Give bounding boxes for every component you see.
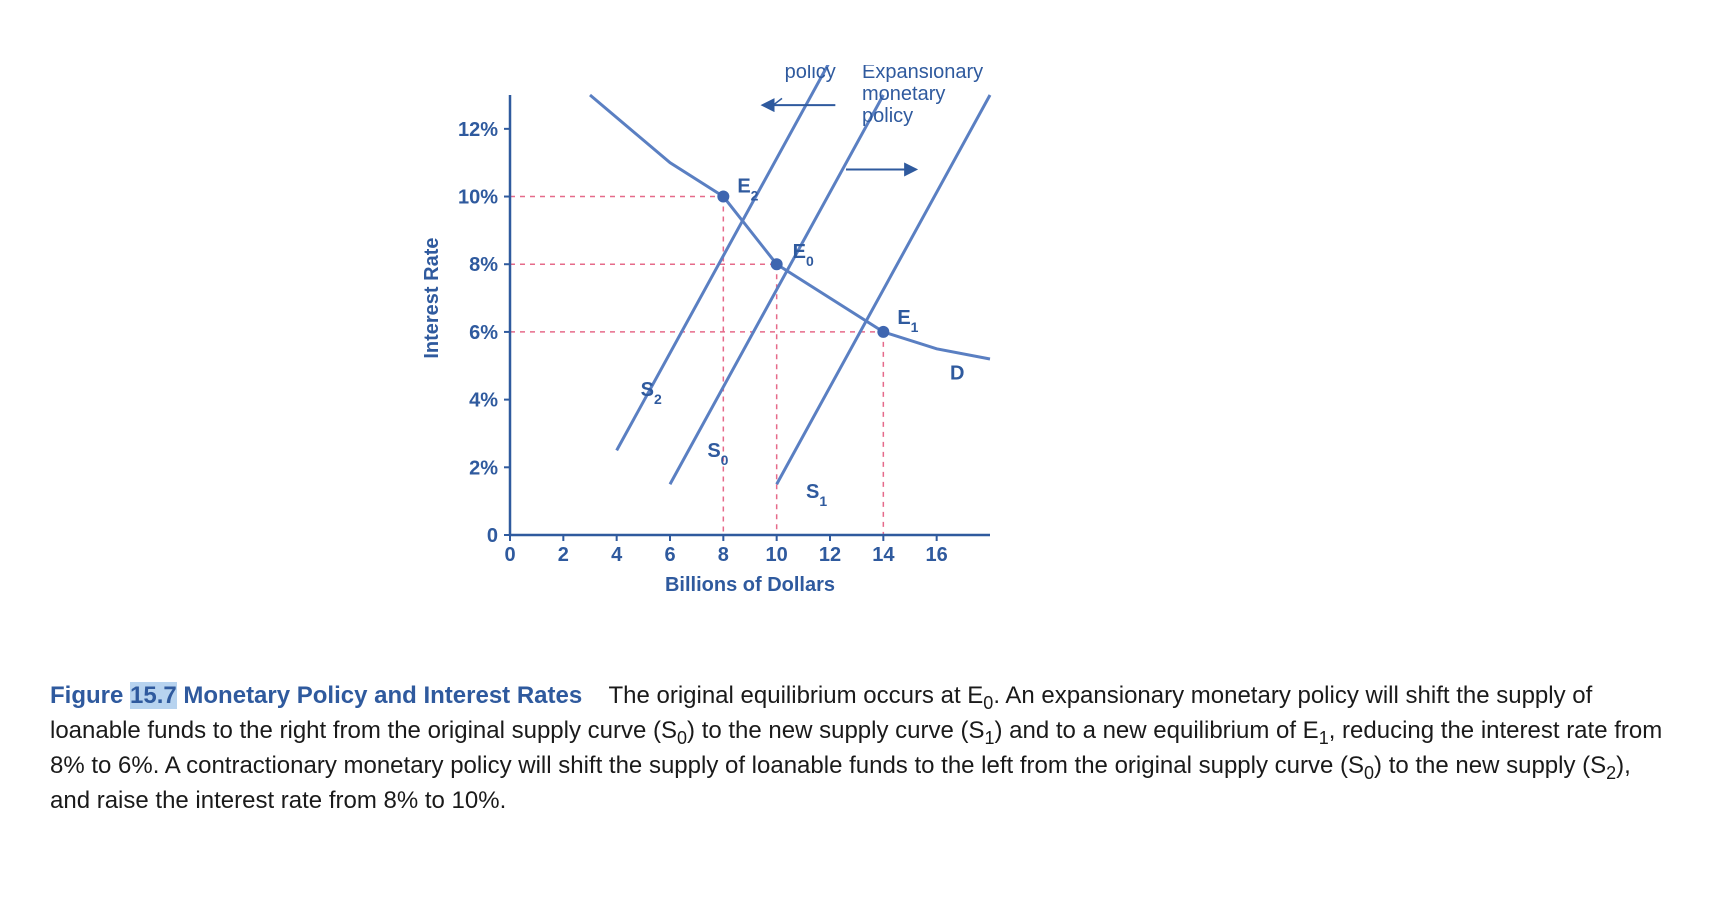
- x-tick-label: 4: [611, 544, 623, 566]
- figure-label: Figure 15.7: [50, 682, 183, 709]
- y-tick-label: 8%: [469, 254, 498, 276]
- y-tick-label: 0: [487, 525, 498, 547]
- x-tick-label: 6: [664, 544, 675, 566]
- x-tick-label: 0: [504, 544, 515, 566]
- x-tick-label: 10: [766, 544, 788, 566]
- point-E2: [717, 191, 729, 203]
- x-tick-label: 14: [872, 544, 895, 566]
- annotation-expansionary-line: Expansionary: [862, 65, 983, 83]
- y-axis-label: Interest Rate: [421, 237, 443, 358]
- supply-label-S1: S1: [806, 481, 827, 509]
- point-E0: [771, 258, 783, 270]
- annotation-expansionary-line: monetary: [862, 83, 945, 105]
- annotation-expansionary-line: policy: [862, 105, 913, 127]
- page: 0 2% 4% 6% 8% 10% 12% 0 2 4 6 8 10 12 14 16 Billions of …: [0, 0, 1720, 909]
- demand-label: D: [950, 362, 964, 384]
- leader-contractionary: [769, 98, 782, 108]
- point-label-E0: E0: [793, 241, 814, 269]
- y-tick-label: 4%: [469, 390, 498, 412]
- figure-caption: Figure 15.7 Monetary Policy and Interest…: [50, 680, 1670, 818]
- x-axis-label: Billions of Dollars: [665, 574, 835, 596]
- x-tick-label: 16: [926, 544, 948, 566]
- point-label-E2: E2: [737, 176, 758, 204]
- figure-number: 15.7: [130, 682, 177, 709]
- y-tick-label: 6%: [469, 322, 498, 344]
- point-label-E1: E1: [897, 307, 918, 335]
- y-tick-label: 12%: [458, 119, 498, 141]
- x-tick-label: 2: [558, 544, 569, 566]
- x-tick-label: 12: [819, 544, 841, 566]
- point-E1: [877, 326, 889, 338]
- annotation-contractionary-line: policy: [785, 65, 836, 83]
- chart-svg: 0 2% 4% 6% 8% 10% 12% 0 2 4 6 8 10 12 14 16 Billions of …: [390, 65, 1040, 625]
- y-tick-label: 2%: [469, 457, 498, 479]
- chart-container: 0 2% 4% 6% 8% 10% 12% 0 2 4 6 8 10 12 14 16 Billions of …: [390, 65, 1040, 625]
- y-tick-label: 10%: [458, 187, 498, 209]
- supply-label-S0: S0: [707, 440, 728, 468]
- figure-title: Monetary Policy and Interest Rates: [183, 682, 582, 709]
- x-tick-label: 8: [718, 544, 729, 566]
- figure-label-prefix: Figure: [50, 682, 130, 709]
